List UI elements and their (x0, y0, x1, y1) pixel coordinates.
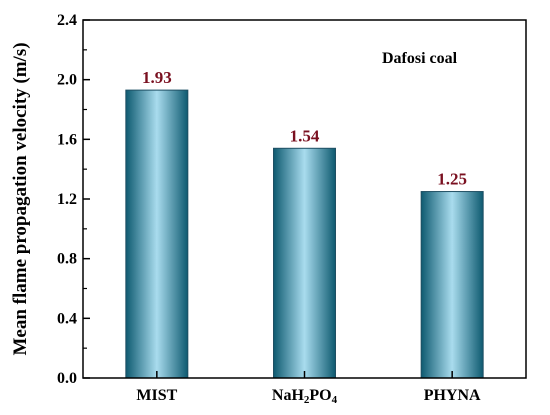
y-tick-label: 0.4 (57, 310, 77, 327)
data-labels-layer: 1.93 1.54 1.25 (142, 68, 467, 188)
x-tick-label: NaH2PO4 (272, 387, 338, 406)
bar-phyna (420, 191, 484, 379)
y-tick-label: 1.2 (57, 191, 77, 208)
y-tick-label: 1.6 (57, 131, 77, 148)
data-label: 1.93 (142, 68, 172, 87)
bar-mist (125, 89, 189, 379)
x-tick-label: MIST (136, 387, 177, 404)
y-tick-label: 0.0 (57, 370, 77, 387)
bar-nah2po4 (273, 147, 336, 379)
y-ticks-layer: 0.0 0.4 0.8 1.2 1.6 2.0 2.4 (57, 12, 90, 387)
bars-layer (125, 89, 484, 379)
y-axis-title: Mean flame propagation velocity (m/s) (10, 42, 31, 355)
data-label: 1.54 (290, 126, 320, 145)
data-label: 1.25 (437, 170, 467, 189)
y-tick-label: 0.8 (57, 251, 77, 268)
x-tick-label: PHYNA (424, 387, 481, 404)
x-ticks-layer: MIST NaH2PO4 PHYNA (136, 371, 481, 406)
y-tick-label: 2.0 (57, 72, 77, 89)
y-tick-label: 2.4 (57, 12, 77, 29)
chart-annotation: Dafosi coal (382, 50, 458, 67)
